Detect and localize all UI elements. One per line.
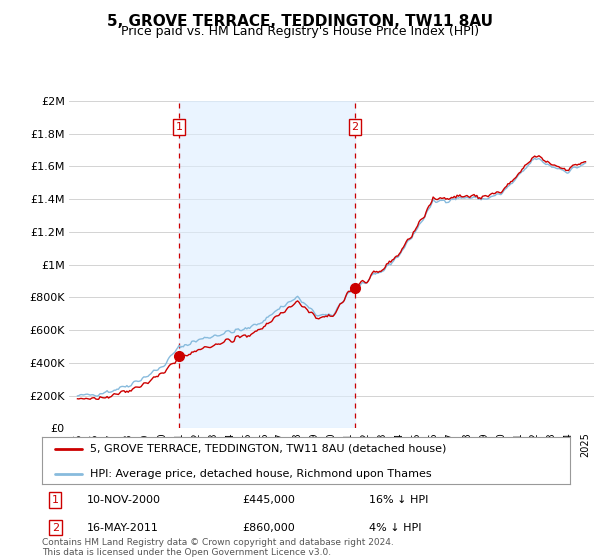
Text: Price paid vs. HM Land Registry's House Price Index (HPI): Price paid vs. HM Land Registry's House … [121, 25, 479, 38]
Text: 16-MAY-2011: 16-MAY-2011 [87, 522, 159, 533]
Text: HPI: Average price, detached house, Richmond upon Thames: HPI: Average price, detached house, Rich… [89, 469, 431, 479]
Text: 4% ↓ HPI: 4% ↓ HPI [370, 522, 422, 533]
Text: £445,000: £445,000 [242, 495, 296, 505]
Text: 1: 1 [176, 122, 182, 132]
Text: 5, GROVE TERRACE, TEDDINGTON, TW11 8AU: 5, GROVE TERRACE, TEDDINGTON, TW11 8AU [107, 14, 493, 29]
Text: £860,000: £860,000 [242, 522, 295, 533]
Text: 2: 2 [52, 522, 59, 533]
Text: 1: 1 [52, 495, 59, 505]
Bar [179, 101, 355, 428]
Text: Contains HM Land Registry data © Crown copyright and database right 2024.
This d: Contains HM Land Registry data © Crown c… [42, 538, 394, 557]
Text: 5, GROVE TERRACE, TEDDINGTON, TW11 8AU (detached house): 5, GROVE TERRACE, TEDDINGTON, TW11 8AU (… [89, 444, 446, 454]
Text: 10-NOV-2000: 10-NOV-2000 [87, 495, 161, 505]
Text: 16% ↓ HPI: 16% ↓ HPI [370, 495, 429, 505]
Text: 2: 2 [352, 122, 358, 132]
